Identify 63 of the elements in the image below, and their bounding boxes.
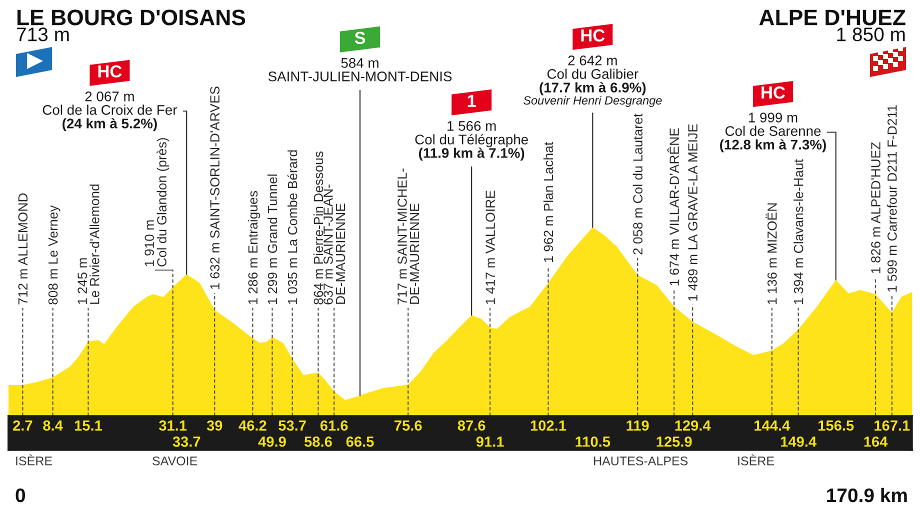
x-tick-label: 15.1	[74, 420, 102, 431]
x-tick-label: 129.4	[675, 420, 711, 431]
ref-line-label: 1 035 m La Combe Bérard	[287, 150, 298, 304]
ref-line-label: 637 m SAINT-JEAN- DE-MAURIENNE	[324, 184, 346, 304]
x2-tick-label: 49.9	[258, 436, 286, 447]
x-tick-label: 39	[206, 420, 222, 431]
ref-line-label: 864 m Pierre-Pin Dessous	[313, 151, 324, 304]
text: HAUTES-ALPES	[594, 456, 688, 466]
x-tick-label: 87.6	[458, 420, 486, 431]
annotation: 2 642 m Col du Galibier (17.7 km à 6.9%) Souvenir Henri Desgrange	[523, 56, 662, 107]
text: SAVOIE	[152, 456, 198, 466]
x-tick-label: 119	[626, 420, 649, 431]
text: 170.9 km	[827, 488, 907, 502]
ref-line-label: 2 058 m Col du Lautaret	[632, 114, 642, 254]
text: 1	[468, 94, 476, 107]
x-tick-label: 46.2	[238, 420, 266, 431]
text: HC	[762, 86, 786, 99]
ref-line-label: 1 299 m Grand Tunnel	[267, 174, 278, 304]
x2-tick-label: 125.9	[656, 436, 692, 447]
ref-line-label: 1 962 m Plan Lachat	[543, 142, 554, 262]
annotation: 584 m SAINT-JULIEN-MONT-DENIS	[268, 58, 452, 82]
ref-line-label: 1 286 m Entraigues	[248, 191, 260, 304]
annotation: 2 067 m Col de la Croix de Fer (24 km à 5.2%)	[42, 92, 178, 132]
x-tick-label: 102.1	[530, 420, 566, 431]
text: 0	[16, 488, 26, 502]
text: ISÈRE	[16, 454, 52, 466]
x2-tick-label: 58.6	[304, 436, 332, 447]
x2-tick-label: 91.1	[476, 436, 504, 447]
text: ALPE D'HUEZ 1 850 m	[759, 10, 906, 42]
x2-tick-label: 110.5	[576, 436, 610, 447]
ref-line-label: 1 136 m MIZOËN	[766, 203, 777, 304]
x-tick-label: 156.5	[818, 420, 854, 431]
ref-line-label: 1 394 m Clavans-le-Haut	[794, 159, 804, 304]
annotation: 1 566 m Col du Télégraphe (11.9 km à 7.1%)	[415, 121, 528, 161]
ref-line-label: 1 910 m Col du Glandon (près)	[144, 138, 170, 266]
annotation: 1 999 m Col de Sarenne (12.8 km à 7.3%)	[720, 112, 826, 152]
x2-tick-label: 66.5	[346, 436, 374, 447]
text: LE BOURG D'OISANS 713 m	[16, 10, 246, 42]
ref-line-label: 1 599 m Carrefour D211 F-D211	[887, 105, 897, 292]
text: HC	[98, 65, 122, 78]
x-tick-label: 167.1	[874, 420, 910, 431]
ref-line-label: 1 245 m Le Rivier-d'Allemond	[78, 184, 100, 304]
ref-line-label: 717 m SAINT-MICHEL- DE-MAURIENNE	[398, 168, 420, 304]
ref-line-label: 1 489 m LA GRAVE-LA MEIJE	[688, 124, 698, 301]
x-tick-label: 8.4	[43, 420, 63, 431]
x-tick-label: 61.6	[320, 420, 348, 431]
x-tick-label: 2.7	[13, 420, 32, 431]
x2-tick-label: 164	[864, 436, 888, 447]
ref-line-label: 1 826 m ALPED'HUEZ	[871, 142, 880, 274]
ref-line-label: 712 m ALLEMOND	[18, 193, 28, 304]
x-tick-label: 53.7	[278, 420, 306, 431]
x-tick-label: 31.1	[158, 420, 187, 431]
x2-tick-label: 33.7	[172, 436, 200, 447]
ref-line-label: 1 632 m SAINT-SORLIN-D'ARVES	[210, 86, 220, 289]
ref-line-label: 808 m Le Verney	[48, 205, 60, 304]
x-tick-label: 75.6	[394, 420, 422, 431]
text: S	[354, 32, 366, 44]
text: HC	[581, 29, 605, 42]
x2-tick-label: 149.4	[780, 436, 816, 447]
text: ISÈRE	[738, 454, 774, 466]
ref-line-label: 1 417 m VALLOIRE	[486, 190, 495, 304]
ref-line-label: 1 674 m VILLAR-D'ARÊNE	[667, 128, 679, 286]
x-tick-label: 144.4	[754, 420, 790, 431]
